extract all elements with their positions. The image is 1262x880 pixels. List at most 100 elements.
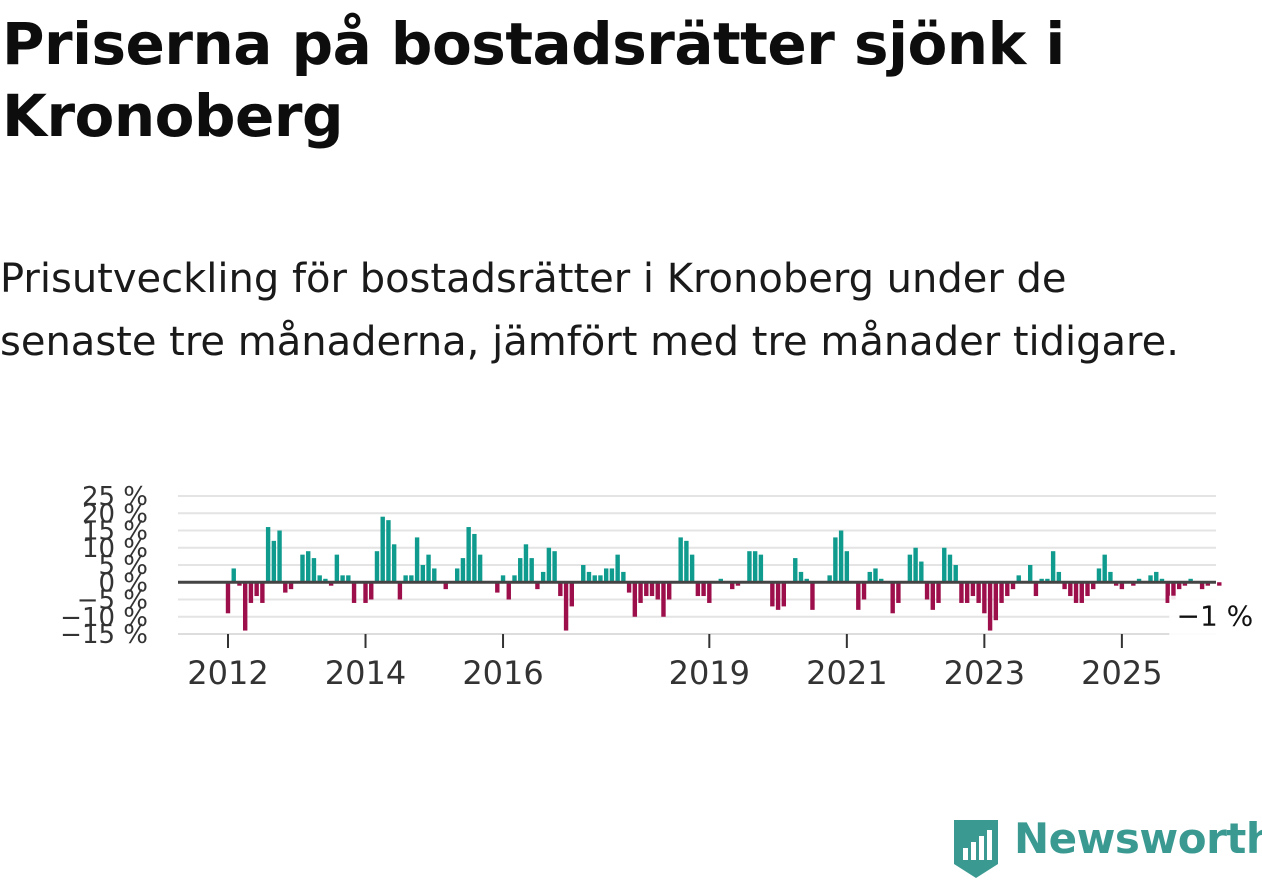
brand-name: Newsworthy [1014, 814, 1262, 863]
bar-negative [328, 582, 334, 586]
bars [225, 516, 1222, 631]
bar-negative [626, 582, 632, 593]
bar-negative [1176, 582, 1182, 590]
bar-positive [873, 568, 878, 583]
bar-positive [546, 547, 552, 583]
bar-negative [701, 582, 706, 597]
bar-positive [306, 551, 311, 583]
bar-negative [535, 582, 540, 590]
brand-logo: Newsworthy [952, 814, 1262, 880]
bar-negative [735, 582, 741, 586]
y-tick-label: 25 % [82, 482, 148, 512]
bar-positive [277, 530, 282, 583]
x-tick-label: 2019 [669, 654, 750, 692]
bar-positive [500, 575, 506, 583]
bar-positive [472, 533, 477, 583]
bar-negative [770, 582, 775, 607]
bar-negative [563, 582, 569, 631]
bar-positive [867, 571, 872, 583]
bar-positive [529, 558, 534, 583]
bar-negative [506, 582, 511, 600]
bar-positive [523, 544, 529, 583]
bar-negative [1085, 582, 1090, 597]
bar-positive [798, 571, 804, 583]
bar-positive [420, 565, 426, 583]
bar-positive [1096, 568, 1102, 583]
y-tick-label: 10 % [82, 534, 148, 564]
bar-negative [775, 582, 781, 610]
bar-negative [632, 582, 638, 617]
bar-negative [896, 582, 901, 603]
bar-positive [403, 575, 408, 583]
bar-negative [970, 582, 976, 597]
bar-positive [231, 568, 236, 583]
bar-negative [1165, 582, 1170, 603]
bar-negative [1182, 582, 1188, 586]
bar-positive [386, 520, 391, 583]
y-tick-label: 5 % [98, 551, 148, 581]
y-tick-label: 0 % [98, 568, 148, 598]
chart: 25 % 20 % 15 % 10 % 5 % 0 % −5 % −10 % −15 % 201… [0, 470, 1262, 710]
bar-positive [609, 568, 615, 583]
bar-negative [1005, 582, 1010, 597]
bar-negative [351, 582, 357, 603]
bar-positive [477, 554, 483, 583]
bar-positive [718, 578, 723, 583]
bar-positive [1028, 565, 1033, 583]
bar-negative [363, 582, 368, 603]
bar-positive [300, 554, 305, 583]
bar-negative [781, 582, 787, 607]
bar-negative [495, 582, 500, 593]
bar-positive [374, 551, 380, 583]
bar-negative [987, 582, 993, 631]
bar-negative [924, 582, 930, 600]
bar-positive [466, 527, 471, 583]
last-value-label: −1 % [1177, 600, 1254, 633]
chart-subtitle: Prisutveckling för bostadsrätter i Krono… [0, 256, 1179, 365]
bar-negative [644, 582, 649, 597]
bar-positive [581, 565, 586, 583]
bar-positive [265, 527, 271, 583]
bar-negative [655, 582, 660, 600]
bar-positive [334, 554, 340, 583]
bar-negative [936, 582, 941, 603]
bar-positive [518, 558, 523, 583]
bar-positive [615, 554, 620, 583]
bar-negative [890, 582, 895, 614]
bar-positive [1039, 578, 1044, 583]
y-tick-label: −15 % [60, 620, 148, 650]
bar-positive [689, 554, 695, 583]
bar-positive [1056, 571, 1062, 583]
x-tick-label: 2012 [187, 654, 268, 692]
bar-negative [1113, 582, 1119, 586]
bar-negative [1205, 582, 1211, 586]
x-tick-label: 2025 [1081, 654, 1162, 692]
bar-positive [621, 571, 626, 583]
bar-positive [907, 554, 913, 583]
bar-positive [271, 540, 277, 583]
bar-positive [678, 537, 683, 583]
x-tick-label: 2016 [462, 654, 543, 692]
bar-positive [1136, 578, 1142, 583]
bar-positive [1050, 551, 1056, 583]
bar-positive [758, 554, 764, 583]
bar-positive [391, 544, 397, 583]
y-axis-ticks: 25 %20 %15 %10 %5 %0 %−5 %−10 %−15 % [60, 482, 148, 650]
bar-negative [999, 582, 1004, 603]
y-tick-label: 15 % [82, 517, 148, 547]
bar-negative [1079, 582, 1084, 603]
bar-positive [838, 530, 844, 583]
bar-positive [1045, 578, 1050, 583]
bar-positive [414, 537, 420, 583]
bar-negative [1199, 582, 1205, 590]
bar-chart-svg: 25 %20 %15 %10 %5 %0 %−5 %−10 %−15 % 201… [60, 482, 1258, 692]
bar-negative [369, 582, 374, 600]
bar-positive [311, 558, 317, 583]
bar-negative [283, 582, 288, 593]
bar-negative [1010, 582, 1016, 590]
bar-positive [752, 551, 758, 583]
bar-positive [1148, 575, 1153, 583]
bar-negative [443, 582, 448, 590]
bar-negative [638, 582, 643, 603]
bar-positive [455, 568, 460, 583]
